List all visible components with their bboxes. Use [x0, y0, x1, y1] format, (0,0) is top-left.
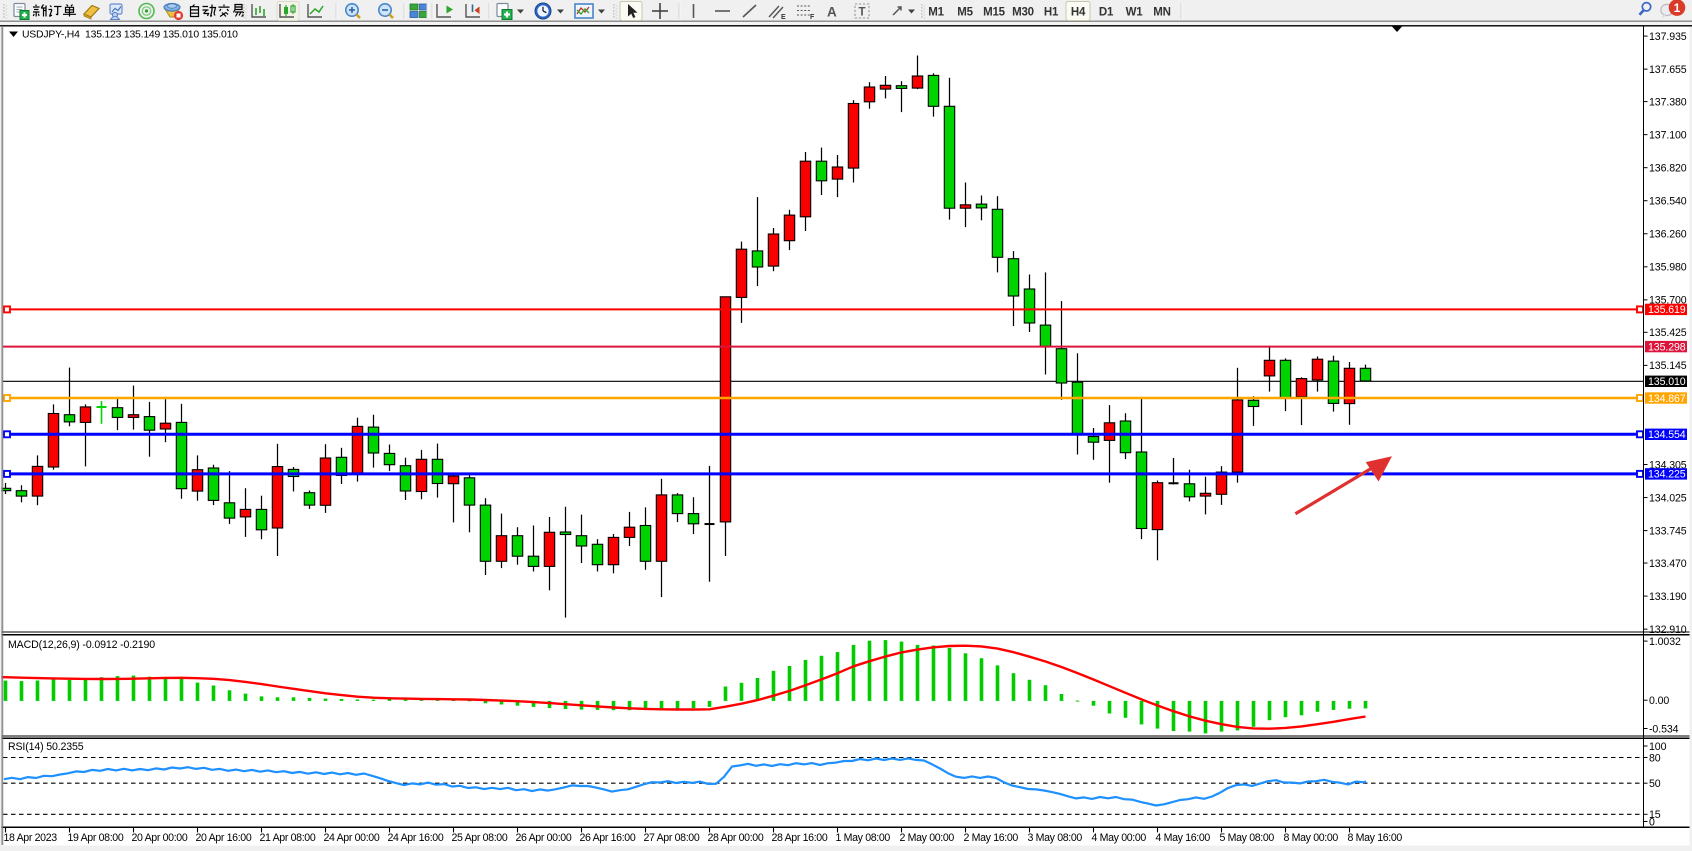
svg-text:137.655: 137.655 — [1649, 64, 1687, 76]
svg-text:134.554: 134.554 — [1648, 429, 1686, 441]
svg-text:134.867: 134.867 — [1648, 393, 1686, 405]
svg-text:135.010: 135.010 — [1648, 376, 1686, 388]
svg-text:1.0032: 1.0032 — [1649, 636, 1681, 648]
svg-text:25 Apr 08:00: 25 Apr 08:00 — [452, 832, 508, 844]
svg-text:137.100: 137.100 — [1649, 129, 1687, 141]
svg-text:3 May 08:00: 3 May 08:00 — [1028, 832, 1083, 844]
svg-text:T: T — [859, 7, 866, 19]
svg-text:26 Apr 16:00: 26 Apr 16:00 — [580, 832, 636, 844]
svg-text:136.820: 136.820 — [1649, 162, 1687, 174]
svg-text:28 Apr 00:00: 28 Apr 00:00 — [708, 832, 764, 844]
svg-text:18 Apr 2023: 18 Apr 2023 — [4, 832, 58, 844]
svg-text:27 Apr 08:00: 27 Apr 08:00 — [644, 832, 700, 844]
svg-text:M1: M1 — [928, 7, 944, 19]
svg-text:H4: H4 — [1071, 7, 1086, 19]
svg-text:21 Apr 08:00: 21 Apr 08:00 — [260, 832, 316, 844]
svg-text:8 May 00:00: 8 May 00:00 — [1284, 832, 1339, 844]
svg-text:100: 100 — [1649, 741, 1667, 753]
svg-text:28 Apr 16:00: 28 Apr 16:00 — [772, 832, 828, 844]
svg-text:2 May 16:00: 2 May 16:00 — [964, 832, 1019, 844]
svg-text:W1: W1 — [1126, 7, 1144, 19]
svg-text:135.619: 135.619 — [1648, 304, 1686, 316]
svg-text:137.380: 137.380 — [1649, 96, 1687, 108]
svg-text:E: E — [781, 14, 786, 21]
svg-text:50: 50 — [1649, 778, 1661, 790]
svg-text:RSI(14) 50.2355: RSI(14) 50.2355 — [8, 741, 84, 753]
svg-text:136.260: 136.260 — [1649, 229, 1687, 241]
svg-text:F: F — [810, 14, 815, 21]
svg-text:20 Apr 16:00: 20 Apr 16:00 — [196, 832, 252, 844]
svg-text:133.470: 133.470 — [1649, 558, 1687, 570]
svg-text:135.298: 135.298 — [1648, 341, 1686, 353]
svg-text:M5: M5 — [957, 7, 973, 19]
svg-text:MN: MN — [1153, 7, 1171, 19]
svg-text:135.425: 135.425 — [1649, 327, 1687, 339]
svg-text:-0.534: -0.534 — [1649, 723, 1679, 735]
svg-text:8 May 16:00: 8 May 16:00 — [1348, 832, 1403, 844]
svg-text:4 May 00:00: 4 May 00:00 — [1092, 832, 1147, 844]
svg-text:1: 1 — [1674, 1, 1681, 15]
svg-text:A: A — [827, 5, 837, 20]
svg-text:136.540: 136.540 — [1649, 196, 1687, 208]
svg-text:24 Apr 00:00: 24 Apr 00:00 — [324, 832, 380, 844]
svg-text:15: 15 — [1649, 809, 1661, 821]
svg-text:20 Apr 00:00: 20 Apr 00:00 — [132, 832, 188, 844]
svg-text:134.225: 134.225 — [1648, 469, 1686, 481]
svg-text:132.910: 132.910 — [1649, 624, 1687, 636]
svg-text:26 Apr 00:00: 26 Apr 00:00 — [516, 832, 572, 844]
svg-text:4 May 16:00: 4 May 16:00 — [1156, 832, 1211, 844]
svg-text:137.935: 137.935 — [1649, 31, 1687, 43]
svg-text:MACD(12,26,9) -0.0912 -0.2190: MACD(12,26,9) -0.0912 -0.2190 — [8, 639, 155, 651]
svg-text:134.025: 134.025 — [1649, 492, 1687, 504]
svg-text:D1: D1 — [1099, 7, 1114, 19]
svg-text:M30: M30 — [1012, 7, 1034, 19]
svg-text:135.700: 135.700 — [1649, 295, 1687, 307]
svg-text:5 May 08:00: 5 May 08:00 — [1220, 832, 1275, 844]
svg-text:2 May 00:00: 2 May 00:00 — [900, 832, 955, 844]
svg-text:24 Apr 16:00: 24 Apr 16:00 — [388, 832, 444, 844]
svg-text:133.745: 133.745 — [1649, 525, 1687, 537]
svg-text:1 May 08:00: 1 May 08:00 — [836, 832, 891, 844]
svg-text:H1: H1 — [1044, 7, 1059, 19]
svg-text:M15: M15 — [983, 7, 1006, 19]
svg-text:0: 0 — [1649, 816, 1655, 828]
svg-text:0.00: 0.00 — [1649, 695, 1669, 707]
svg-text:133.190: 133.190 — [1649, 591, 1687, 603]
svg-text:19 Apr 08:00: 19 Apr 08:00 — [68, 832, 124, 844]
svg-text:135.145: 135.145 — [1649, 360, 1687, 372]
svg-text:135.980: 135.980 — [1649, 262, 1687, 274]
svg-text:USDJPY-,H4 135.123 135.149 13: USDJPY-,H4 135.123 135.149 135.010 135.0… — [22, 30, 238, 41]
svg-text:80: 80 — [1649, 752, 1661, 764]
